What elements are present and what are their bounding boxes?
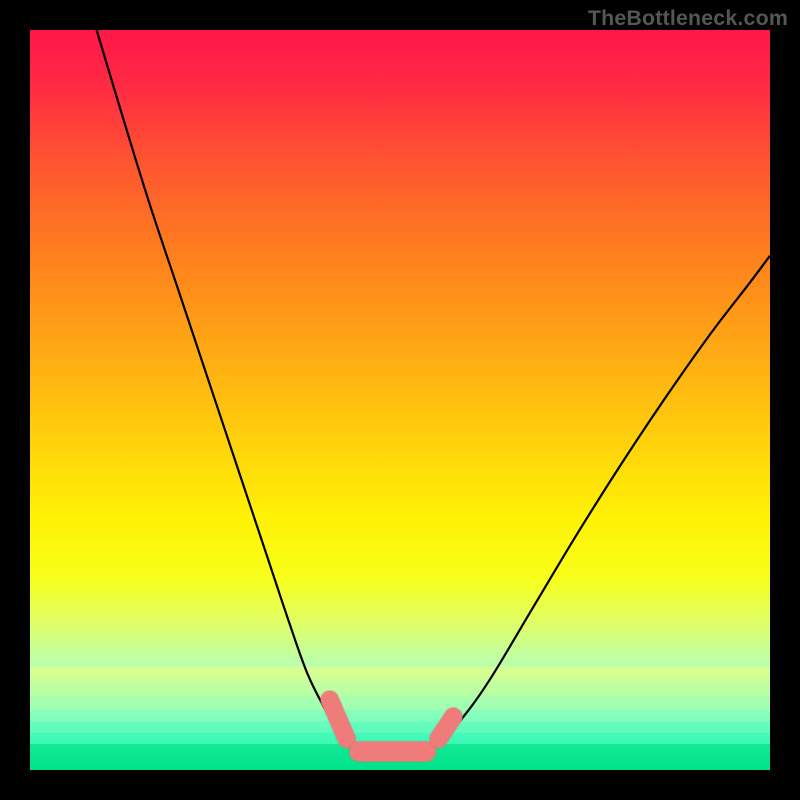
threshold-band — [30, 681, 770, 696]
gradient-background — [30, 30, 770, 770]
threshold-band — [30, 666, 770, 681]
chart-frame: TheBottleneck.com — [0, 0, 800, 800]
highlight-capsule — [438, 717, 453, 739]
threshold-band — [30, 722, 770, 733]
threshold-band — [30, 711, 770, 722]
bottleneck-curve-chart — [0, 0, 800, 800]
watermark-text: TheBottleneck.com — [588, 6, 788, 31]
threshold-band — [30, 696, 770, 711]
